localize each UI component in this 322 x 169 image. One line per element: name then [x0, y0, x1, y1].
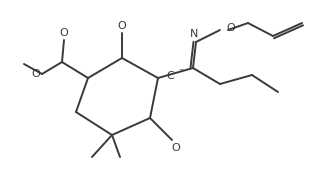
Text: O: O [118, 21, 126, 31]
Text: O: O [60, 28, 68, 38]
Text: N: N [190, 29, 198, 39]
Text: ⁻: ⁻ [178, 67, 183, 77]
Text: O: O [226, 23, 235, 33]
Text: O: O [172, 143, 180, 153]
Text: C: C [166, 71, 174, 81]
Text: O: O [32, 69, 40, 79]
